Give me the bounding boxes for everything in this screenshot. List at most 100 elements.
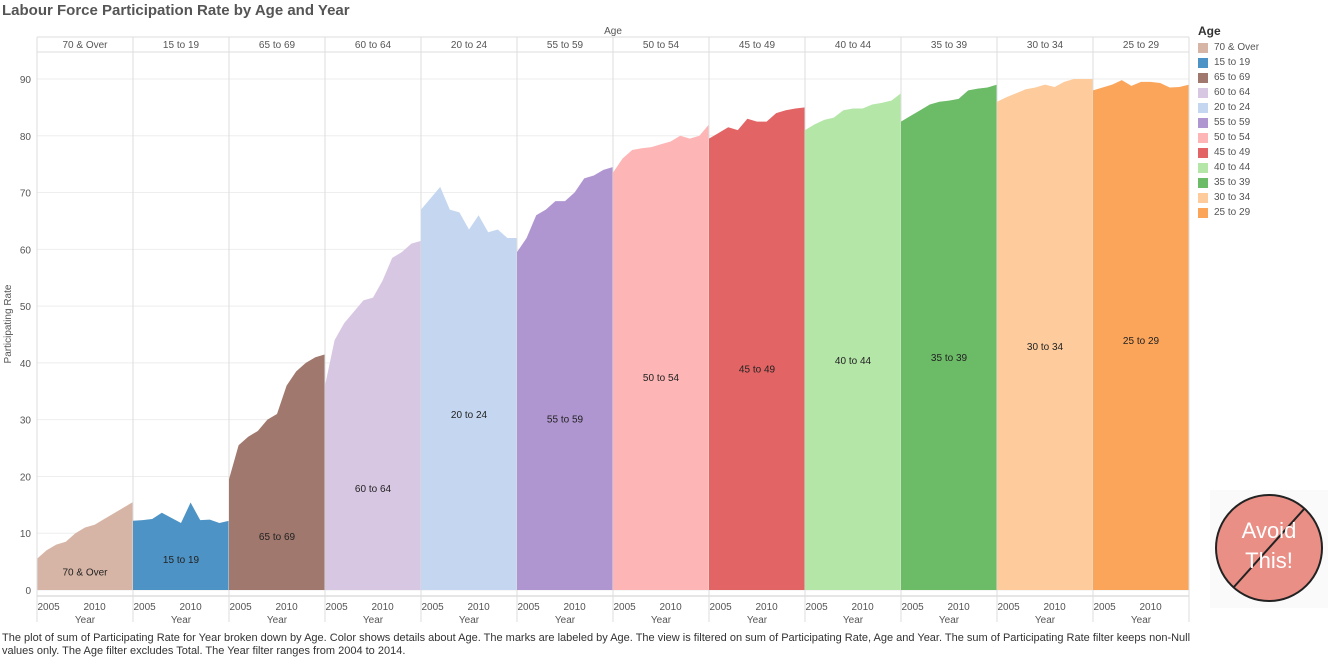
area-label: 40 to 44 [835,356,872,367]
area-65-to-69 [229,354,325,590]
legend-swatch [1198,102,1208,113]
y-axis-label: Participating Rate [3,284,14,363]
y-tick-label: 80 [20,132,32,143]
y-tick-label: 70 [20,189,32,200]
y-tick-label: 10 [20,529,32,540]
x-axis-label: Year [1131,615,1152,626]
legend-swatch [1198,72,1208,83]
stamp-text-1: Avoid [1242,518,1297,543]
x-tick-label: 2005 [997,602,1020,613]
legend-item[interactable]: 20 to 24 [1198,100,1259,115]
x-tick-label: 2010 [947,602,970,613]
legend-swatch [1198,162,1208,173]
area-15-to-19 [133,502,229,590]
legend-label: 15 to 19 [1214,57,1251,68]
no-sign-icon: Avoid This! [1215,494,1323,602]
panel-header-label: 25 to 29 [1123,40,1160,51]
x-axis-label: Year [267,615,288,626]
legend-label: 40 to 44 [1214,162,1251,173]
legend-swatch [1198,117,1208,128]
legend-item[interactable]: 25 to 29 [1198,205,1259,220]
area-label: 25 to 29 [1123,336,1160,347]
area-55-to-59 [517,167,613,590]
panel-header-label: 60 to 64 [355,40,392,51]
x-tick-label: 2005 [37,602,60,613]
area-label: 55 to 59 [547,415,584,426]
legend-item[interactable]: 40 to 44 [1198,160,1259,175]
area-45-to-49 [709,107,805,590]
legend-item[interactable]: 55 to 59 [1198,115,1259,130]
x-tick-label: 2005 [709,602,732,613]
legend-swatch [1198,57,1208,68]
x-tick-label: 2010 [755,602,778,613]
panel-header-label: 40 to 44 [835,40,872,51]
y-tick-label: 30 [20,416,32,427]
legend-swatch [1198,132,1208,143]
legend-item[interactable]: 30 to 34 [1198,190,1259,205]
x-tick-label: 2005 [805,602,828,613]
y-tick-label: 50 [20,302,32,313]
legend-label: 35 to 39 [1214,177,1251,188]
x-axis-label: Year [555,615,576,626]
legend-label: 65 to 69 [1214,72,1251,83]
panel-header-label: 55 to 59 [547,40,584,51]
legend-swatch [1198,87,1208,98]
legend-swatch [1198,147,1208,158]
x-tick-label: 2010 [563,602,586,613]
y-tick-label: 90 [20,75,32,86]
area-label: 50 to 54 [643,373,680,384]
area-50-to-54 [613,124,709,590]
panel-header-label: 65 to 69 [259,40,296,51]
legend-label: 50 to 54 [1214,132,1251,143]
x-tick-label: 2005 [325,602,348,613]
x-tick-label: 2010 [179,602,202,613]
chart-caption: The plot of sum of Participating Rate fo… [2,632,1191,657]
panel-header-label: 50 to 54 [643,40,680,51]
x-tick-label: 2005 [229,602,252,613]
legend-swatch [1198,192,1208,203]
legend-label: 55 to 59 [1214,117,1251,128]
legend-item[interactable]: 70 & Over [1198,40,1259,55]
area-30-to-34 [997,79,1093,590]
panel-header-label: 70 & Over [62,40,108,51]
x-tick-label: 2005 [133,602,156,613]
area-label: 65 to 69 [259,532,296,543]
legend-item[interactable]: 65 to 69 [1198,70,1259,85]
panel-header-label: 15 to 19 [163,40,200,51]
avoid-this-stamp: Avoid This! [1210,490,1328,608]
x-tick-label: 2010 [467,602,490,613]
legend-item[interactable]: 35 to 39 [1198,175,1259,190]
x-tick-label: 2005 [901,602,924,613]
area-40-to-44 [805,93,901,590]
x-axis-label: Year [747,615,768,626]
x-tick-label: 2010 [371,602,394,613]
legend-swatch [1198,42,1208,53]
legend-label: 70 & Over [1214,42,1260,53]
legend-swatch [1198,177,1208,188]
legend-item[interactable]: 50 to 54 [1198,130,1259,145]
panel-header-label: 45 to 49 [739,40,776,51]
x-axis-label: Year [939,615,960,626]
panel-header-label: 20 to 24 [451,40,488,51]
stamp-text-2: This! [1245,548,1293,573]
x-tick-label: 2005 [613,602,636,613]
area-label: 35 to 39 [931,353,968,364]
legend-label: 30 to 34 [1214,192,1251,203]
column-header-title: Age [604,26,622,37]
panel-header-label: 35 to 39 [931,40,968,51]
legend-item[interactable]: 60 to 64 [1198,85,1259,100]
legend-label: 45 to 49 [1214,147,1251,158]
x-tick-label: 2010 [659,602,682,613]
x-axis-label: Year [75,615,96,626]
legend-item[interactable]: 45 to 49 [1198,145,1259,160]
legend-swatch [1198,207,1208,218]
area-label: 15 to 19 [163,555,200,566]
y-tick-label: 40 [20,359,32,370]
legend-label: 60 to 64 [1214,87,1251,98]
y-tick-label: 60 [20,245,32,256]
legend: Age 70 & Over 15 to 19 65 to 69 60 to 64 20 … [1198,24,1259,220]
legend-item[interactable]: 15 to 19 [1198,55,1259,70]
area-chart: Age 0 10 20 30 40 50 60 70 80 90 Participating Rate… [3,26,1190,626]
area-35-to-39 [901,84,997,590]
area-20-to-24 [421,186,517,590]
